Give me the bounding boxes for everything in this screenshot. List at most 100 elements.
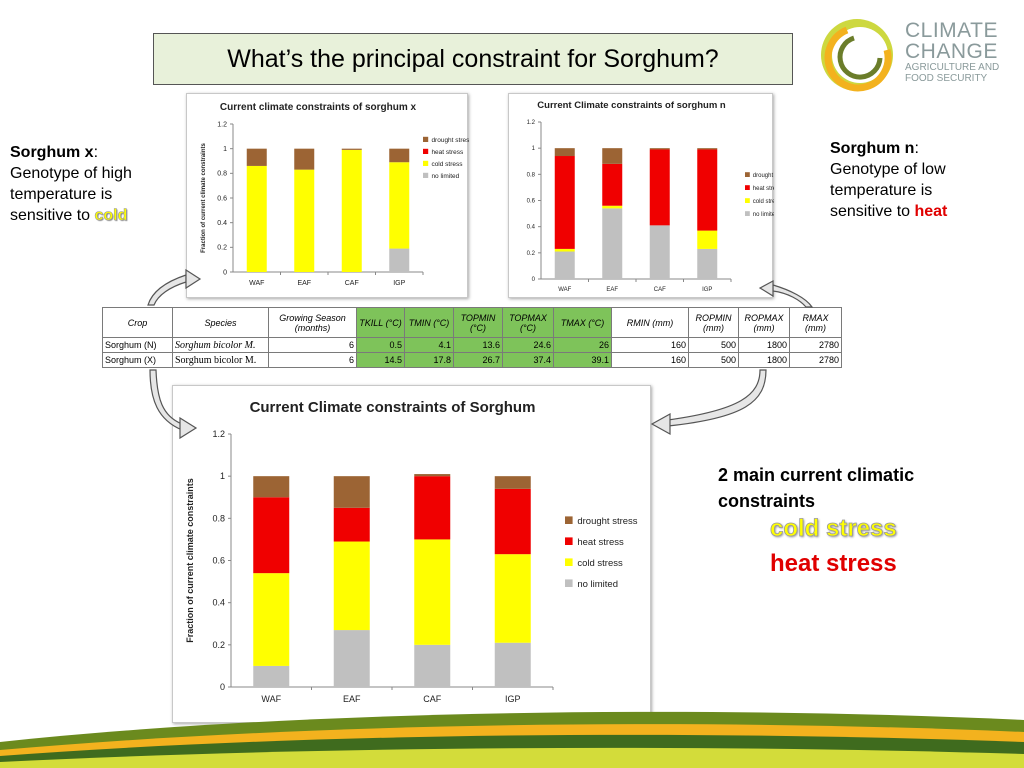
y-axis-label: Fraction of current climate constraints	[185, 478, 195, 643]
ccafs-logo-icon	[821, 19, 893, 92]
cell: Sorghum (N)	[102, 337, 173, 353]
bar-segment-heat-stress	[253, 497, 290, 574]
y-tick-label: 0	[532, 277, 536, 283]
legend-label: heat stress	[431, 149, 464, 156]
y-tick-label: 0.8	[212, 513, 225, 523]
chart-svg: Current climate constraints of sorghum x…	[201, 102, 469, 287]
bar-segment-heat-stress	[602, 163, 623, 206]
bar-segment-no-limited	[389, 248, 410, 272]
bar-segment-no-limited	[554, 251, 575, 279]
bar-segment-drought-stress	[341, 148, 362, 150]
sorghum-n-note: Sorghum n: Genotype of low temperature i…	[830, 138, 947, 222]
cell: Sorghum bicolor M.	[172, 352, 269, 368]
y-tick-label: 1	[223, 146, 227, 153]
logo-text: CLIMATE CHANGE AGRICULTURE AND FOOD SECU…	[905, 20, 999, 84]
legend-swatch	[423, 136, 429, 142]
y-tick-label: 0.2	[212, 640, 225, 650]
chart-svg: Current Climate constraints of sorghum n…	[527, 100, 774, 293]
y-tick-label: 1	[532, 146, 536, 152]
bar-segment-no-limited	[414, 644, 451, 687]
sorghum-x-line1: Genotype of high	[10, 165, 132, 182]
x-tick-label: IGP	[702, 287, 712, 293]
sorghum-x-name: Sorghum x	[10, 144, 94, 161]
constraints-line1: 2 main current climatic	[718, 465, 915, 485]
y-tick-label: 0.6	[217, 195, 227, 202]
bar-segment-cold-stress	[294, 169, 315, 272]
logo-line-4: FOOD SECURITY	[905, 73, 988, 84]
bar-segment-drought-stress	[294, 148, 315, 170]
x-tick-label: EAF	[343, 694, 361, 704]
bar-segment-cold-stress	[389, 162, 410, 249]
bar-segment-drought-stress	[554, 148, 575, 157]
bar-segment-drought-stress	[494, 476, 531, 489]
logo-line-3: AGRICULTURE AND	[905, 62, 1000, 73]
x-tick-label: CAF	[423, 694, 442, 704]
legend-swatch	[423, 148, 429, 154]
y-axis-label: Fraction of current climate constraints	[201, 142, 207, 252]
legend-label: no limited	[431, 173, 459, 180]
chart-svg: Current Climate constraints of Sorghum 0 0…	[185, 399, 638, 704]
bar-segment-heat-stress	[494, 488, 531, 555]
cell: 6	[268, 352, 357, 368]
cell: 6	[268, 337, 357, 353]
sorghum-n-line3: sensitive to	[830, 203, 915, 220]
colon: :	[93, 144, 99, 161]
bar-segment-drought-stress	[414, 474, 451, 477]
footer-decoration	[0, 711, 1024, 768]
chart-sorghum-combined: Current Climate constraints of Sorghum 0 0…	[172, 385, 651, 723]
legend-label: no limited	[753, 212, 774, 218]
bar-segment-drought-stress	[246, 148, 267, 166]
legend-swatch	[565, 516, 573, 524]
col-header: ROPMAX (mm)	[738, 307, 790, 338]
constraints-line2: constraints	[718, 491, 816, 511]
bar-segment-drought-stress	[253, 476, 290, 498]
bar-segment-heat-stress	[697, 149, 718, 231]
x-tick-label: CAF	[345, 280, 359, 287]
sorghum-n-name: Sorghum n	[830, 140, 915, 157]
legend-label: cold stress	[431, 161, 463, 168]
chart-title: Current Climate constraints of sorghum n	[537, 100, 726, 111]
legend-swatch	[565, 537, 573, 545]
bar-segment-cold-stress	[414, 539, 451, 645]
legend-label: cold stress	[753, 199, 774, 205]
y-tick-label: 0.2	[217, 245, 227, 252]
cell: 13.6	[453, 337, 503, 353]
main-constraints-text: 2 main current climatic constraints	[718, 462, 914, 514]
bar-segment-cold-stress	[554, 248, 575, 252]
cell: 500	[688, 352, 739, 368]
col-header: Species	[172, 307, 269, 338]
y-tick-label: 0.4	[212, 598, 225, 608]
cell: 1800	[738, 352, 790, 368]
legend-label: cold stress	[577, 558, 623, 569]
bar-segment-drought-stress	[697, 148, 718, 150]
chart-sorghum-x: Current climate constraints of sorghum x…	[186, 93, 469, 298]
sorghum-parameter-table: Crop Species Growing Season (months) TKI…	[102, 307, 842, 368]
cell: Sorghum (X)	[102, 352, 173, 368]
logo-line-2: CHANGE	[905, 40, 998, 63]
y-tick-label: 0	[223, 269, 227, 276]
cell: 26	[553, 337, 612, 353]
col-header: TMIN (°C)	[404, 307, 454, 338]
cell: 4.1	[404, 337, 454, 353]
table-header-row: Crop Species Growing Season (months) TKI…	[102, 307, 842, 338]
y-tick-label: 0.6	[527, 199, 536, 205]
bar-segment-cold-stress	[333, 541, 370, 631]
sorghum-x-line3: sensitive to	[10, 207, 95, 224]
cell: 17.8	[404, 352, 454, 368]
bar-segment-cold-stress	[246, 165, 267, 272]
y-tick-label: 1	[220, 471, 225, 481]
sorghum-x-note: Sorghum x: Genotype of high temperature …	[10, 142, 132, 226]
cell: 1800	[738, 337, 790, 353]
slide-title-text: What’s the principal constraint for Sorg…	[227, 44, 719, 73]
bar-segment-no-limited	[697, 248, 718, 279]
col-header: TMAX (°C)	[553, 307, 612, 338]
y-tick-label: 0.2	[527, 251, 536, 257]
bar-segment-heat-stress	[333, 507, 370, 542]
legend-swatch	[745, 185, 750, 190]
chart-title: Current Climate constraints of Sorghum	[250, 399, 536, 416]
y-tick-label: 0.6	[212, 556, 225, 566]
y-tick-label: 1.2	[212, 429, 225, 439]
x-tick-label: EAF	[606, 287, 618, 293]
bar-segment-no-limited	[253, 665, 290, 687]
x-tick-label: WAF	[558, 287, 571, 293]
